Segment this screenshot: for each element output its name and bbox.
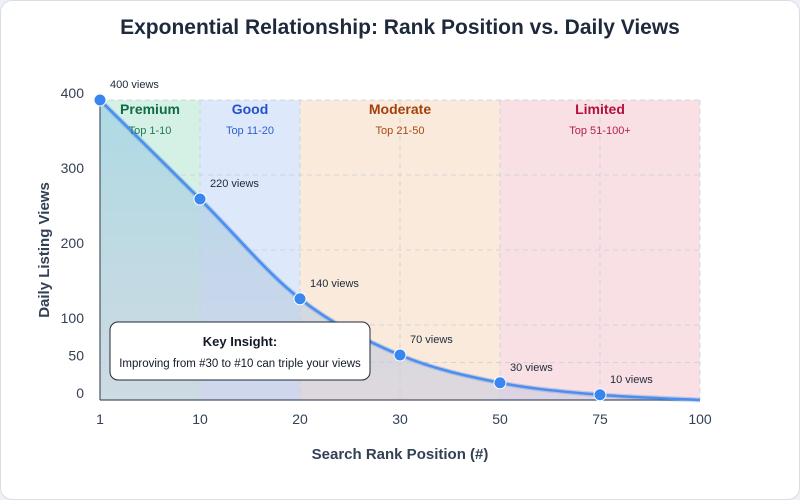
x-tick-label: 75 [592,411,608,427]
x-axis-title: Search Rank Position (#) [312,446,489,463]
data-point [293,292,307,306]
y-tick-label: 200 [61,235,85,251]
zone-range: Top 51-100+ [569,125,630,137]
y-tick-label: 100 [61,310,85,326]
data-point [593,388,607,402]
x-tick-label: 1 [96,411,104,427]
x-tick-label: 10 [192,411,208,427]
zone-range: Top 21-50 [376,125,425,137]
x-tick-label: 100 [688,411,712,427]
y-tick-label: 300 [61,160,85,176]
zone-range: Top 1-10 [129,125,172,137]
data-label: 30 views [510,362,553,374]
y-tick-label: 0 [76,385,84,401]
x-tick-label: 50 [492,411,508,427]
data-label: 400 views [110,79,159,91]
zone-name: Moderate [369,101,431,117]
y-tick-label: 400 [61,85,85,101]
annotation-text: Improving from #30 to #10 can triple you… [119,358,361,370]
annotation-box [109,321,371,381]
data-label: 70 views [410,334,453,346]
zone-name: Good [232,101,269,117]
chart-title: Exponential Relationship: Rank Position … [120,16,680,39]
data-point [193,192,207,206]
zone-name: Premium [120,101,180,117]
data-label: 10 views [610,374,653,386]
y-tick-label: 50 [68,348,84,364]
data-point [93,93,107,107]
x-tick-label: 20 [292,411,308,427]
zone-name: Limited [575,101,625,117]
y-axis-title: Daily Listing Views [36,182,53,318]
data-label: 140 views [310,278,359,290]
data-label: 220 views [210,178,259,190]
data-point [393,348,407,362]
data-point [493,376,507,390]
annotation-title: Key Insight: [203,334,277,349]
x-tick-label: 30 [392,411,408,427]
zone-range: Top 11-20 [226,125,274,137]
